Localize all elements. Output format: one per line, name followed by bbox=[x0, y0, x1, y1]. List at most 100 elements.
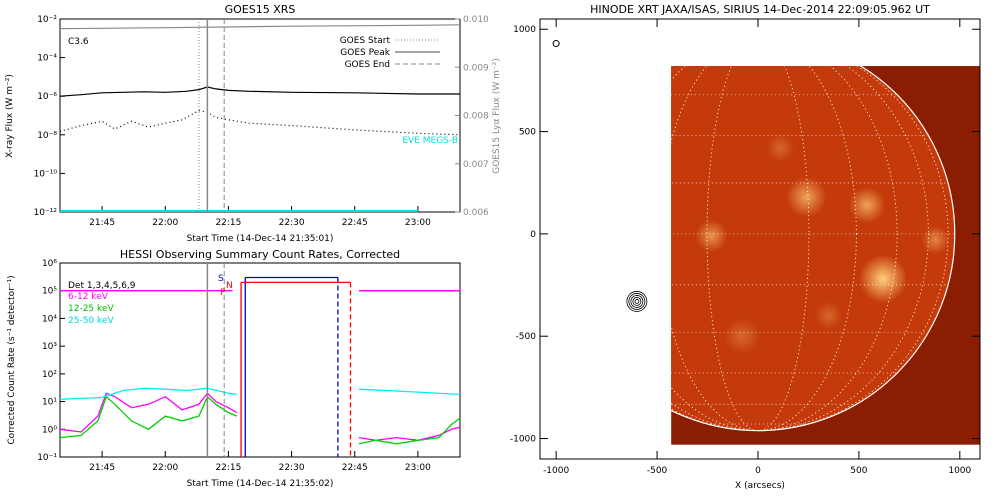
goes-x-tick-label: 22:45 bbox=[342, 218, 368, 228]
xrt-x-tick-label: 1000 bbox=[948, 466, 971, 476]
goes-y2-tick-label: 0.010 bbox=[463, 15, 489, 25]
hessi-y-tick-label: 10² bbox=[42, 370, 57, 380]
xrt-y-tick-label: 500 bbox=[519, 128, 536, 138]
legend-6-12-kev: 6-12 keV bbox=[68, 292, 109, 302]
hessi-x-tick-label: 22:30 bbox=[279, 463, 305, 473]
heliographic-grid bbox=[561, 37, 955, 431]
goes-y-tick-label: 10⁻⁸ bbox=[37, 131, 57, 141]
legend-goes-start: GOES Start bbox=[340, 36, 391, 46]
goes-x-tick-label: 21:45 bbox=[89, 218, 115, 228]
hessi-series-line-2 bbox=[60, 387, 237, 401]
hessi-y-tick-label: 10⁵ bbox=[42, 287, 57, 297]
active-region bbox=[786, 176, 827, 218]
longitude-line bbox=[618, 37, 898, 431]
goes-y-tick-label: 10⁻⁶ bbox=[37, 92, 57, 102]
flare-contour bbox=[626, 291, 648, 312]
xrt-image bbox=[552, 36, 980, 445]
hessi-y-tick-label: 10⁻¹ bbox=[37, 453, 57, 463]
goes-series-line-0 bbox=[60, 86, 460, 97]
hessi-y-tick-label: 10¹ bbox=[42, 398, 57, 408]
flare-contour bbox=[634, 299, 640, 304]
hessi-x-axis: 21:45 22:00 22:15 22:30 22:45 23:00 bbox=[89, 451, 431, 473]
hessi-series-line-0 bbox=[358, 426, 460, 441]
xrt-x-tick-label: -500 bbox=[647, 466, 668, 476]
hessi-x-tick-label: 22:15 bbox=[215, 463, 241, 473]
goes-legend: GOES Start GOES Peak GOES End bbox=[340, 36, 440, 70]
goes-x-tick-label: 22:00 bbox=[152, 218, 178, 228]
hessi-series-line-1 bbox=[358, 417, 460, 445]
legend-goes-end: GOES End bbox=[345, 60, 390, 70]
hessi-series-line-1 bbox=[60, 395, 238, 439]
legend-12-25-kev: 12-25 keV bbox=[68, 304, 114, 314]
goes-y2-label: GOES15 Lyα Flux (W m⁻²) bbox=[492, 58, 502, 174]
xrt-title: HINODE XRT JAXA/ISAS, SIRIUS 14-Dec-2014… bbox=[590, 3, 930, 16]
hessi-markers bbox=[206, 263, 460, 457]
xrt-x-axis: -1000 -500 0 500 1000 bbox=[543, 19, 972, 476]
goes-y2-tick-label: 0.009 bbox=[463, 63, 489, 73]
hessi-legend-header: Det 1,3,4,5,6,9 bbox=[68, 281, 136, 291]
flare-contour bbox=[628, 293, 646, 310]
hessi-y-tick-label: 10³ bbox=[42, 342, 57, 352]
goes-x-tick-label: 23:00 bbox=[405, 218, 431, 228]
xrt-y-tick-label: 1000 bbox=[513, 25, 536, 35]
goes-y-tick-label: 10⁻⁴ bbox=[37, 54, 57, 64]
goes-x-tick-label: 22:15 bbox=[215, 218, 241, 228]
goes-eve-label: EVE MEGS-B bbox=[402, 136, 458, 146]
active-region bbox=[921, 225, 950, 255]
goes-y2-tick-label: 0.008 bbox=[463, 112, 489, 122]
hessi-legend: Det 1,3,4,5,6,9 6-12 keV 12-25 keV 25-50… bbox=[68, 281, 136, 326]
goes-y2-tick-label: 0.006 bbox=[463, 208, 489, 218]
active-region bbox=[695, 219, 728, 253]
xrt-x-tick-label: 0 bbox=[755, 466, 761, 476]
active-region bbox=[858, 254, 908, 304]
active-region bbox=[848, 187, 886, 224]
xrt-x-tick-label: 500 bbox=[850, 466, 867, 476]
goes-x-label: Start Time (14-Dec-14 21:35:01) bbox=[187, 234, 334, 244]
goes-right-axis: 0.006 0.007 0.008 0.009 0.010 bbox=[455, 15, 489, 218]
goes-series-line-2 bbox=[60, 24, 460, 30]
goes-x-tick-label: 22:30 bbox=[279, 218, 305, 228]
goes-x-axis: 21:45 22:00 22:15 22:30 22:45 23:00 bbox=[89, 206, 431, 228]
goes-y2-tick-label: 0.007 bbox=[463, 160, 489, 170]
xrt-y-tick-label: -1000 bbox=[510, 435, 536, 445]
xrt-panel: HINODE XRT JAXA/ISAS, SIRIUS 14-Dec-2014… bbox=[510, 3, 981, 491]
hessi-x-tick-label: 22:45 bbox=[342, 463, 368, 473]
goes-plot-frame bbox=[59, 18, 461, 213]
goes-title: GOES15 XRS bbox=[225, 3, 296, 16]
small-marker bbox=[552, 40, 560, 48]
hessi-y-tick-label: 10⁴ bbox=[42, 314, 57, 324]
legend-25-50-kev: 25-50 keV bbox=[68, 316, 114, 326]
hessi-x-tick-label: 21:45 bbox=[89, 463, 115, 473]
longitude-line bbox=[587, 37, 929, 431]
longitude-line bbox=[706, 37, 810, 431]
goes-series-line-1 bbox=[60, 109, 460, 136]
hessi-y-axis: 10⁻¹ 10⁰ 10¹ 10² 10³ 10⁴ 10⁵ 10⁶ bbox=[37, 259, 65, 463]
xrt-y-tick-label: -500 bbox=[516, 332, 537, 342]
hessi-y-tick-label: 10⁶ bbox=[42, 259, 57, 269]
hessi-series bbox=[60, 290, 460, 445]
goes-panel: GOES15 XRS 10⁻¹² 10⁻¹⁰ 10⁻⁸ 10⁻⁶ 10⁻⁴ 10⁻² 0.… bbox=[5, 3, 502, 244]
goes-y-tick-label: 10⁻² bbox=[37, 15, 57, 25]
solar-limb bbox=[560, 36, 956, 432]
xrt-y-tick-label: 0 bbox=[530, 230, 536, 240]
hessi-x-label: Start Time (14-Dec-14 21:35:02) bbox=[187, 479, 334, 489]
hessi-series-line-0 bbox=[60, 392, 238, 433]
goes-y-label: X-ray Flux (W m⁻²) bbox=[5, 74, 15, 158]
goes-series bbox=[60, 24, 460, 212]
xrt-x-tick-label: -1000 bbox=[543, 466, 569, 476]
hessi-x-tick-label: 22:00 bbox=[152, 463, 178, 473]
xrt-x-label: X (arcsecs) bbox=[735, 481, 785, 491]
goes-markers bbox=[198, 19, 225, 212]
goes-flare-class: C3.6 bbox=[68, 37, 89, 47]
legend-goes-peak: GOES Peak bbox=[340, 48, 390, 58]
goes-y-tick-label: 10⁻¹² bbox=[34, 208, 58, 218]
active-region bbox=[723, 318, 760, 355]
flare-contour bbox=[630, 295, 644, 308]
active-region bbox=[814, 301, 843, 330]
hessi-title: HESSI Observing Summary Count Rates, Cor… bbox=[120, 248, 400, 261]
hessi-flag-s: S bbox=[218, 274, 224, 284]
hessi-y-tick-label: 10⁰ bbox=[42, 425, 57, 435]
active-region bbox=[766, 133, 795, 163]
hessi-plot-frame bbox=[59, 262, 461, 458]
